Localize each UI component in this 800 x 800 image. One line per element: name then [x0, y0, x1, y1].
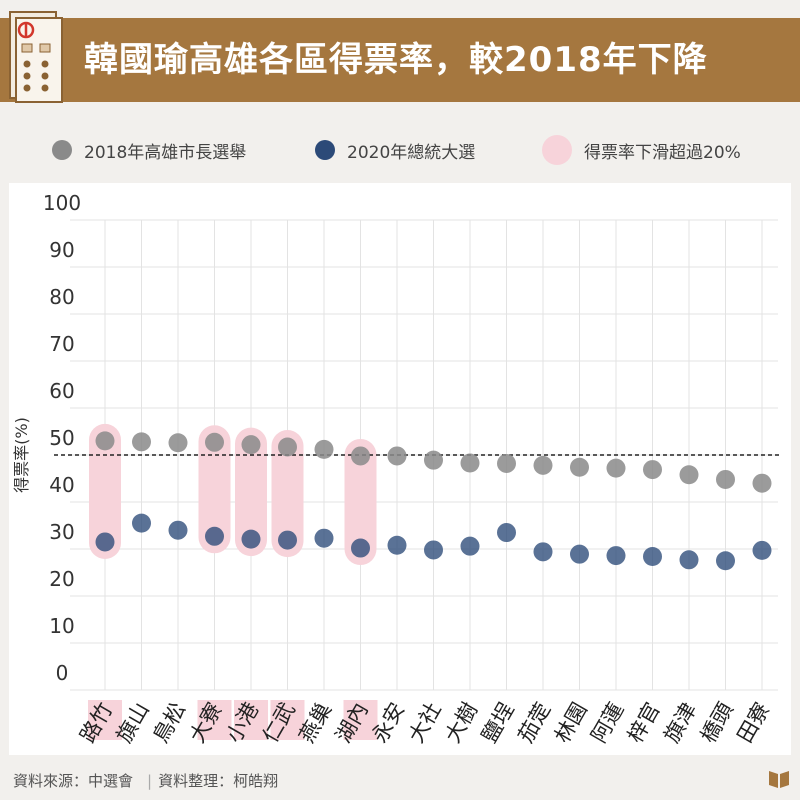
legend-swatch-2018 [52, 140, 72, 160]
y-tick-label: 60 [49, 379, 74, 403]
y-tick-labels: 0 10 20 30 40 50 60 70 80 90 100 [43, 191, 81, 685]
point-2018-旗山 [132, 432, 151, 452]
x-tick-label-阿蓮: 阿蓮 [587, 699, 629, 747]
point-2018-鹽埕 [497, 453, 516, 473]
y-tick-label: 90 [49, 238, 74, 262]
x-tick-label-茄萣: 茄萣 [514, 699, 556, 747]
y-tick-label: 20 [49, 567, 74, 591]
point-2020-茄萣 [533, 542, 553, 562]
x-tick-label-鳥松: 鳥松 [149, 699, 191, 747]
legend-item-2018: 2018年高雄市長選舉 [52, 130, 246, 170]
point-2018-林園 [570, 457, 589, 477]
point-2020-橋頭 [716, 551, 735, 571]
highlight-layer [88, 423, 378, 740]
x-tick-label-大社: 大社 [404, 699, 446, 747]
source-note: 資料來源：中選會 [13, 772, 134, 790]
point-2020-湖內 [351, 538, 370, 558]
y-tick-label: 40 [49, 473, 74, 497]
x-tick-label-梓官: 梓官 [623, 699, 665, 747]
point-2018-燕巢 [314, 439, 334, 459]
editor-note: 資料整理：柯皓翔 [158, 772, 279, 790]
point-2020-旗山 [132, 513, 151, 533]
book-logo-icon [769, 771, 789, 788]
label-highlight-路竹 [88, 700, 122, 740]
y-tick-label: 0 [56, 661, 69, 685]
y-tick-label: 30 [49, 520, 74, 544]
point-2020-林園 [570, 544, 589, 564]
decline-highlight-大寮 [198, 425, 231, 554]
point-2018-田寮 [752, 473, 772, 493]
point-2018-大寮 [205, 432, 224, 452]
point-2018-小港 [241, 435, 261, 455]
point-2018-湖內 [351, 446, 370, 466]
ballot-icon [9, 11, 63, 103]
y-tick-label: 50 [49, 426, 74, 450]
legend-label-decline: 得票率下滑超過20% [584, 142, 741, 163]
legend-item-decline: 得票率下滑超過20% [542, 130, 741, 170]
legend-item-2020: 2020年總統大選 [315, 130, 475, 170]
point-2018-梓官 [643, 460, 662, 480]
point-2020-大樹 [460, 536, 480, 556]
points-layer [95, 431, 772, 571]
decline-highlight-湖內 [344, 438, 377, 566]
decline-highlight-小港 [235, 427, 267, 557]
title-banner [0, 18, 800, 102]
y-axis-label: 得票率(%) [12, 417, 31, 493]
decline-highlight-路竹 [89, 423, 121, 559]
point-2020-大寮 [205, 526, 224, 546]
label-highlight-小港 [234, 700, 268, 740]
label-highlight-湖內 [343, 700, 378, 740]
point-2020-阿蓮 [606, 546, 626, 566]
y-tick-label: 100 [43, 191, 81, 215]
y-tick-label: 10 [49, 614, 74, 638]
point-2020-大社 [424, 540, 443, 560]
point-2018-大樹 [460, 453, 480, 473]
x-tick-label-林園: 林園 [550, 699, 592, 747]
point-2020-小港 [241, 529, 261, 549]
point-2020-永安 [387, 535, 407, 555]
legend-label-2018: 2018年高雄市長選舉 [84, 142, 247, 163]
x-tick-label-田寮: 田寮 [733, 699, 775, 747]
x-tick-label-旗津: 旗津 [660, 699, 702, 747]
x-tick-label-大樹: 大樹 [441, 699, 483, 747]
legend-swatch-2020 [315, 140, 335, 160]
point-2018-路竹 [95, 431, 115, 451]
footer-divider: | [147, 772, 153, 790]
legend-label-2020: 2020年總統大選 [347, 142, 476, 163]
point-2020-仁武 [278, 530, 297, 550]
point-2020-燕巢 [314, 528, 334, 548]
point-2020-路竹 [95, 532, 115, 552]
x-tick-label-鹽埕: 鹽埕 [477, 699, 519, 747]
y-tick-label: 80 [49, 285, 74, 309]
legend-swatch-decline [542, 135, 572, 165]
x-tick-label-橋頭: 橋頭 [696, 699, 738, 747]
label-highlight-仁武 [270, 700, 305, 740]
point-2018-旗津 [679, 465, 699, 485]
label-highlight-大寮 [197, 700, 232, 740]
point-2018-阿蓮 [606, 458, 626, 478]
point-2018-仁武 [278, 437, 297, 457]
point-2018-橋頭 [716, 469, 735, 489]
point-2018-鳥松 [168, 433, 188, 453]
point-2018-大社 [424, 450, 443, 470]
point-2020-旗津 [679, 550, 699, 570]
point-2020-梓官 [643, 547, 662, 567]
point-2020-鳥松 [168, 520, 188, 540]
legend: 2018年高雄市長選舉 2020年總統大選 得票率下滑超過20% [0, 130, 800, 170]
decline-highlight-仁武 [271, 430, 304, 558]
y-tick-label: 70 [49, 332, 74, 356]
chart-title: 韓國瑜高雄各區得票率，較2018年下降 [84, 40, 708, 80]
point-2020-鹽埕 [497, 523, 516, 543]
point-2018-永安 [387, 446, 407, 466]
footer: 資料來源：中選會 | 資料整理：柯皓翔 [13, 770, 278, 791]
point-2018-茄萣 [533, 455, 553, 475]
point-2020-田寮 [752, 540, 772, 560]
scatter-chart: 0 10 20 30 40 50 60 70 80 90 100 路竹旗山鳥松大寮小港仁武燕巢湖內永… [12, 191, 780, 747]
